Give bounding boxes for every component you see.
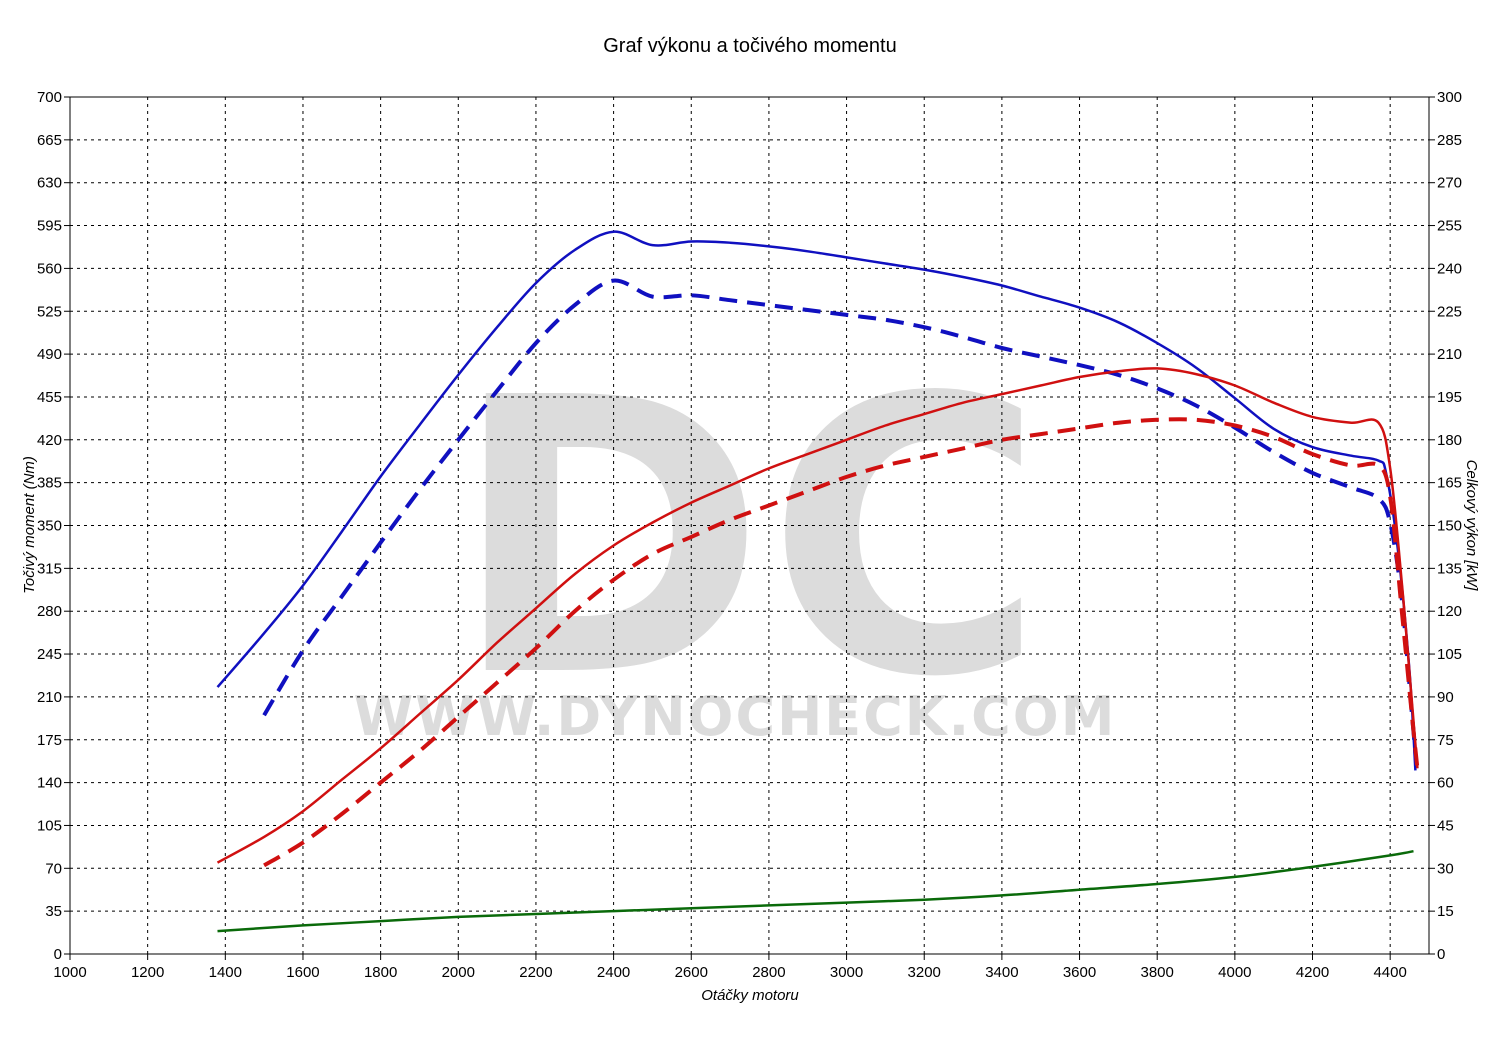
y-tick-label-left: 420 <box>37 432 62 449</box>
y-tick-label-right: 240 <box>1437 260 1462 277</box>
y-tick-label-left: 595 <box>37 218 62 235</box>
y-tick-label-right: 270 <box>1437 175 1462 192</box>
y-tick-label-right: 195 <box>1437 389 1462 406</box>
y-tick-label-left: 665 <box>37 132 62 149</box>
right-axis-ticks: 0 15 30 45 60 75 90 105 120 135 150 165 180 195 210 225… <box>1429 89 1462 963</box>
y-tick-label-left: 245 <box>37 646 62 663</box>
x-axis-label: Otáčky motoru <box>701 987 799 1004</box>
x-tick-label: 1400 <box>209 964 242 981</box>
y-tick-label-left: 315 <box>37 560 62 577</box>
x-tick-label: 4200 <box>1296 964 1329 981</box>
x-tick-label: 2800 <box>752 964 785 981</box>
y-tick-label-left: 490 <box>37 346 62 363</box>
x-tick-label: 1600 <box>286 964 319 981</box>
y-tick-label-right: 75 <box>1437 732 1454 749</box>
x-tick-label: 3400 <box>985 964 1018 981</box>
y-tick-label-left: 0 <box>54 946 62 963</box>
x-tick-label: 1800 <box>364 964 397 981</box>
y-tick-label-right: 60 <box>1437 775 1454 792</box>
series-layer <box>216 230 1420 933</box>
series-line-torque-stock <box>262 278 1420 777</box>
y-tick-label-right: 210 <box>1437 346 1462 363</box>
y-tick-label-left: 210 <box>37 689 62 706</box>
y-axis-label-left: Točivý moment (Nm) <box>21 456 38 594</box>
x-tick-label: 3800 <box>1141 964 1174 981</box>
y-tick-label-right: 120 <box>1437 603 1462 620</box>
y-tick-label-right: 30 <box>1437 860 1454 877</box>
x-tick-label: 4400 <box>1373 964 1406 981</box>
watermark-logo: DC <box>451 317 1045 760</box>
y-tick-label-right: 300 <box>1437 89 1462 106</box>
y-tick-label-right: 0 <box>1437 946 1445 963</box>
y-tick-label-right: 90 <box>1437 689 1454 706</box>
y-tick-label-left: 350 <box>37 518 62 535</box>
series-line-torque-tuned <box>216 230 1417 771</box>
y-tick-label-left: 105 <box>37 817 62 834</box>
y-tick-label-left: 455 <box>37 389 62 406</box>
series-line-losses <box>217 849 1414 933</box>
x-tick-label: 2000 <box>442 964 475 981</box>
y-tick-label-right: 285 <box>1437 132 1462 149</box>
y-tick-label-right: 105 <box>1437 646 1462 663</box>
x-tick-label: 2200 <box>519 964 552 981</box>
y-tick-label-left: 385 <box>37 475 62 492</box>
grid-lines <box>70 97 1429 954</box>
x-tick-label: 1200 <box>131 964 164 981</box>
y-tick-label-right: 45 <box>1437 817 1454 834</box>
x-tick-label: 3000 <box>830 964 863 981</box>
y-tick-label-left: 35 <box>45 903 62 920</box>
y-tick-label-left: 700 <box>37 89 62 106</box>
y-tick-label-right: 150 <box>1437 518 1462 535</box>
watermark-url: WWW.DYNOCHECK.COM <box>354 685 1117 748</box>
x-tick-label: 4000 <box>1218 964 1251 981</box>
y-tick-label-left: 525 <box>37 303 62 320</box>
y-tick-label-right: 225 <box>1437 303 1462 320</box>
y-tick-label-right: 165 <box>1437 475 1462 492</box>
x-tick-label: 3600 <box>1063 964 1096 981</box>
y-tick-label-left: 140 <box>37 775 62 792</box>
y-tick-label-right: 135 <box>1437 560 1462 577</box>
y-tick-label-left: 70 <box>45 860 62 877</box>
y-tick-label-left: 560 <box>37 260 62 277</box>
y-tick-label-left: 630 <box>37 175 62 192</box>
y-tick-label-left: 280 <box>37 603 62 620</box>
watermark: DC WWW.DYNOCHECK.COM <box>354 317 1117 760</box>
y-axis-label-right: Celkový výkon [kW] <box>1463 460 1480 592</box>
x-tick-label: 1000 <box>53 964 86 981</box>
left-axis-ticks: 0 35 70 105 140 175 210 245 280 315 350 385 420 455 49… <box>37 89 70 963</box>
x-tick-label: 2600 <box>675 964 708 981</box>
x-tick-label: 3200 <box>908 964 941 981</box>
x-tick-label: 2400 <box>597 964 630 981</box>
x-axis-ticks: 1000 1200 1400 1600 1800 2000 2200 2400 2600 2800… <box>53 954 1407 981</box>
series-line-power-tuned <box>216 367 1419 864</box>
y-tick-label-left: 175 <box>37 732 62 749</box>
y-tick-label-right: 15 <box>1437 903 1454 920</box>
chart-title: Graf výkonu a točivého momentu <box>603 35 896 57</box>
y-tick-label-right: 180 <box>1437 432 1462 449</box>
y-tick-label-right: 255 <box>1437 218 1462 235</box>
